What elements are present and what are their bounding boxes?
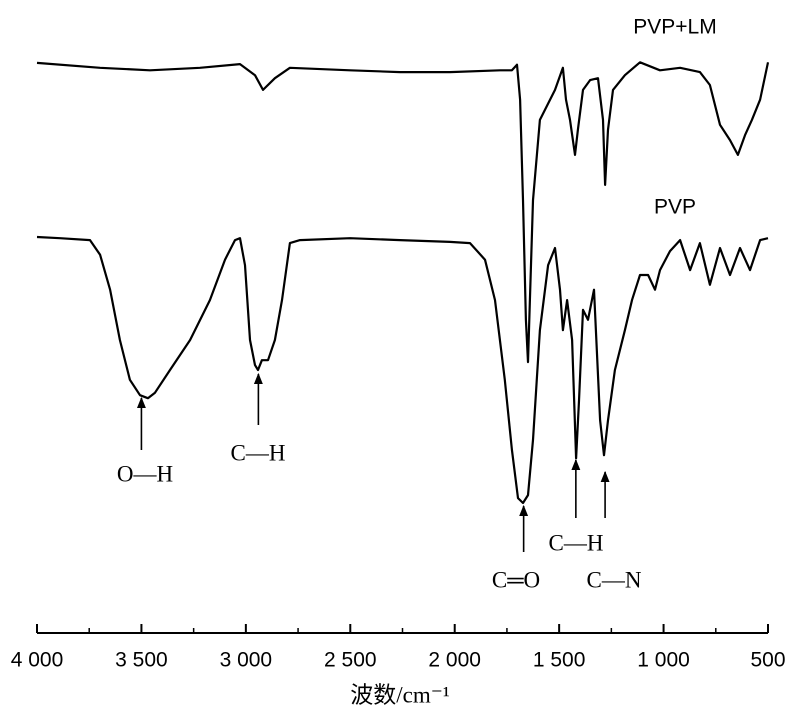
- x-tick-label: 1 500: [533, 649, 586, 672]
- spectrum-line: [36, 235, 769, 505]
- x-axis-label: 波数/cm⁻¹: [350, 682, 450, 707]
- x-tick-label: 4 000: [11, 649, 64, 672]
- x-tick-label: 500: [750, 649, 785, 672]
- x-tick-label: 2 000: [428, 649, 481, 672]
- annotation-label: O—H: [117, 461, 173, 486]
- annotation-label: C—H: [549, 530, 604, 555]
- series-label: PVP+LM: [633, 16, 716, 39]
- x-tick-label: 1 000: [637, 649, 690, 672]
- x-tick-label: 2 500: [324, 649, 377, 672]
- x-tick-label: 3 000: [220, 649, 273, 672]
- annotation-label: C—H: [231, 440, 286, 465]
- spectrum-line: [36, 61, 770, 364]
- annotation-label: C═O: [492, 567, 540, 592]
- x-tick-label: 3 500: [115, 649, 168, 672]
- annotation-label: C—N: [587, 567, 642, 592]
- series-label: PVP: [654, 196, 696, 219]
